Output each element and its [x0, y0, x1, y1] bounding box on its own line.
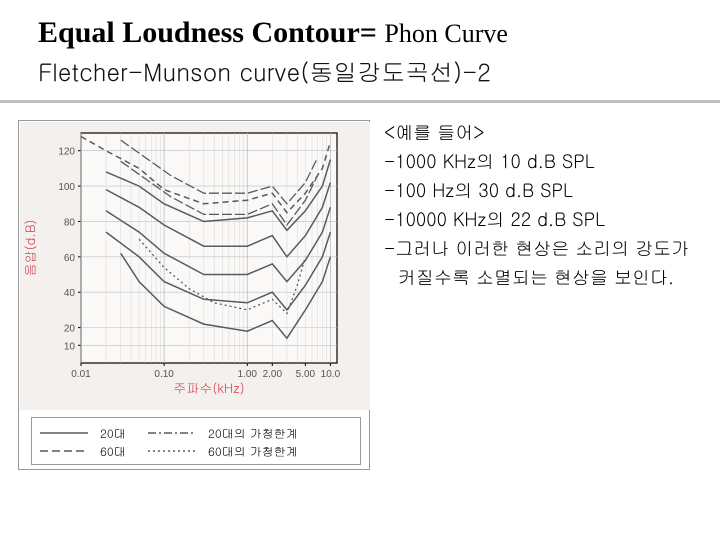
header: Equal Loudness Contour= Phon Curve Fletc…: [0, 0, 720, 88]
chart-block: 10204060801001200.010.101.002.005.0010.0…: [18, 120, 370, 470]
svg-text:10.0: 10.0: [321, 369, 341, 380]
svg-text:음압(d.B): 음압(d.B): [20, 220, 39, 277]
note-line: <예를 들어>: [384, 120, 692, 145]
svg-text:0.10: 0.10: [154, 369, 174, 380]
notes-panel: <예를 들어> -1000 KHz의 10 d.B SPL -100 Hz의 30 …: [370, 120, 700, 470]
page-title: Equal Loudness Contour= Phon Curve: [38, 16, 720, 50]
legend-swatch: [38, 426, 90, 440]
svg-text:20: 20: [64, 324, 76, 335]
title-strong: Equal Loudness Contour=: [38, 16, 384, 49]
legend-row: 20대 20대의 가청한계: [38, 424, 354, 442]
note-line: -10000 KHz의 22 d.B SPL: [384, 207, 692, 232]
note-line: -그러나 이러한 현상은 소리의 강도가: [384, 236, 692, 261]
legend-label: 20대의 가청한계: [208, 425, 354, 442]
legend-label: 60대의 가청한계: [208, 443, 354, 460]
svg-text:10: 10: [64, 341, 76, 352]
legend-box: 20대 20대의 가청한계 60대 60대의 가청한계: [31, 417, 361, 465]
svg-text:0.01: 0.01: [71, 369, 91, 380]
content-row: 10204060801001200.010.101.002.005.0010.0…: [18, 120, 700, 470]
note-line: 커질수록 소멸되는 현상을 보인다.: [384, 265, 692, 290]
note-line: -1000 KHz의 10 d.B SPL: [384, 149, 692, 174]
svg-text:2.00: 2.00: [263, 369, 283, 380]
legend-row: 60대 60대의 가청한계: [38, 442, 354, 460]
svg-text:120: 120: [58, 147, 75, 158]
legend-label: 60대: [100, 443, 136, 460]
legend-label: 20대: [100, 425, 136, 442]
note-line: -100 Hz의 30 d.B SPL: [384, 178, 692, 203]
loudness-chart: 10204060801001200.010.101.002.005.0010.0…: [19, 121, 371, 411]
title-underline: [0, 100, 720, 103]
svg-text:5.00: 5.00: [296, 369, 316, 380]
svg-text:100: 100: [58, 182, 75, 193]
svg-text:40: 40: [64, 288, 76, 299]
page-subtitle: Fletcher-Munson curve(동일강도곡선)-2: [38, 50, 720, 88]
svg-text:주파수(kHz): 주파수(kHz): [173, 378, 244, 397]
svg-text:80: 80: [64, 217, 76, 228]
legend-swatch: [38, 444, 90, 458]
chart-border: 10204060801001200.010.101.002.005.0010.0…: [18, 120, 370, 470]
svg-text:60: 60: [64, 253, 76, 264]
legend-swatch: [146, 444, 198, 458]
title-light: Phon Curve: [384, 19, 508, 48]
legend-swatch: [146, 426, 198, 440]
